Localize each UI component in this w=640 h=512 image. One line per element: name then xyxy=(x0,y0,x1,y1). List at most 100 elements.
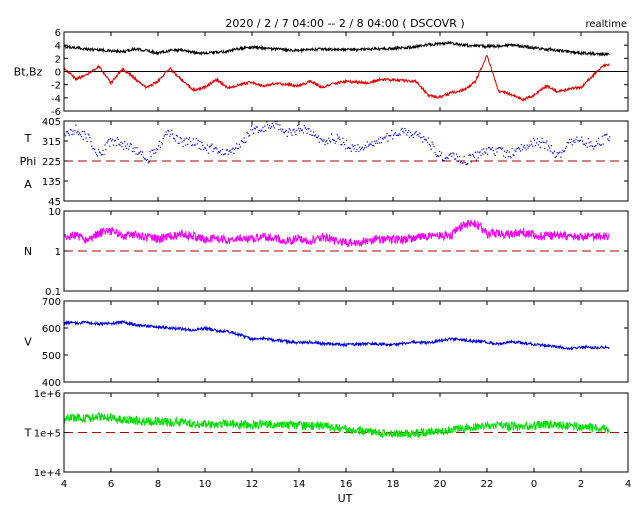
y-tick-label: 10 xyxy=(48,207,61,218)
data-point xyxy=(295,133,297,136)
data-point xyxy=(173,138,176,140)
data-point xyxy=(205,147,207,149)
data-point xyxy=(112,144,115,146)
data-point xyxy=(292,129,294,131)
data-point xyxy=(478,151,480,154)
data-point xyxy=(96,155,99,157)
data-point xyxy=(187,143,189,145)
data-point xyxy=(320,138,322,140)
data-point xyxy=(261,130,263,132)
data-point xyxy=(104,144,106,146)
data-point xyxy=(378,142,381,144)
data-point xyxy=(472,155,475,157)
y-tick-label: 1 xyxy=(55,247,61,258)
data-point xyxy=(298,127,300,129)
data-point xyxy=(461,162,463,164)
data-point xyxy=(242,141,244,143)
data-point xyxy=(579,140,581,142)
x-tick-label: 4 xyxy=(61,479,67,490)
data-point xyxy=(332,139,335,141)
data-point xyxy=(455,158,457,160)
data-point xyxy=(498,146,500,149)
data-point xyxy=(77,130,79,133)
data-point xyxy=(543,141,545,143)
data-point xyxy=(405,130,407,132)
data-point xyxy=(408,136,411,138)
data-point xyxy=(588,142,590,144)
series-N-line xyxy=(63,219,610,248)
data-point xyxy=(519,150,522,152)
data-point xyxy=(81,130,84,133)
data-point xyxy=(476,151,478,153)
data-point xyxy=(266,121,268,123)
data-point xyxy=(73,133,75,135)
x-tick-label: 18 xyxy=(387,479,400,490)
y-tick-label: 4 xyxy=(55,41,61,52)
y-tick-label: -4 xyxy=(51,94,61,105)
data-point xyxy=(469,154,471,156)
data-point xyxy=(436,155,438,158)
data-point xyxy=(264,125,266,127)
data-point xyxy=(123,148,125,150)
data-point xyxy=(601,135,603,137)
data-point xyxy=(560,156,562,158)
data-point xyxy=(352,145,354,147)
data-point xyxy=(219,151,221,154)
data-point xyxy=(116,137,118,139)
data-point xyxy=(534,139,536,141)
y-axis-title: Bt,Bz xyxy=(14,66,43,79)
x-tick-label: 16 xyxy=(340,479,353,490)
data-point xyxy=(587,138,589,140)
data-point xyxy=(330,141,332,143)
data-point xyxy=(556,152,558,154)
data-point xyxy=(409,132,412,134)
data-point xyxy=(241,140,243,142)
data-point xyxy=(133,150,135,153)
data-point xyxy=(317,135,319,137)
data-point xyxy=(213,148,215,150)
data-point xyxy=(608,140,610,142)
data-point xyxy=(211,143,213,145)
data-point xyxy=(421,137,423,139)
data-point xyxy=(257,131,259,133)
data-point xyxy=(367,145,369,147)
data-point xyxy=(229,150,231,152)
data-point xyxy=(368,144,370,146)
data-point xyxy=(414,132,416,134)
data-point xyxy=(480,154,482,156)
data-point xyxy=(306,132,308,134)
data-point xyxy=(121,145,123,148)
data-point xyxy=(594,145,596,148)
data-point xyxy=(394,131,397,134)
x-axis: 4 6 8 10 12 14 16 18 20 22 0 2 4 xyxy=(61,479,631,490)
data-point xyxy=(573,139,575,141)
data-point xyxy=(191,144,194,146)
data-point xyxy=(198,147,200,149)
data-point xyxy=(208,146,210,148)
data-point xyxy=(314,135,316,137)
data-point xyxy=(168,130,170,132)
data-point xyxy=(447,157,449,160)
data-point xyxy=(596,143,599,145)
data-point xyxy=(595,145,597,147)
data-point xyxy=(599,144,601,146)
data-point xyxy=(477,157,479,159)
data-point xyxy=(119,144,121,146)
data-point xyxy=(377,142,379,144)
data-point xyxy=(549,147,551,149)
data-point xyxy=(181,141,183,143)
y-axis-title: T xyxy=(24,427,32,440)
data-point xyxy=(516,148,518,150)
data-point xyxy=(67,132,69,134)
data-point xyxy=(226,149,228,151)
data-point xyxy=(566,141,569,144)
data-point xyxy=(554,156,556,158)
data-point xyxy=(418,135,420,137)
data-point xyxy=(430,148,432,150)
data-point xyxy=(94,148,96,150)
data-point xyxy=(265,129,267,132)
data-point xyxy=(221,148,224,151)
y-tick-label: 225 xyxy=(42,157,61,168)
data-point xyxy=(553,150,555,152)
data-point xyxy=(574,141,576,143)
